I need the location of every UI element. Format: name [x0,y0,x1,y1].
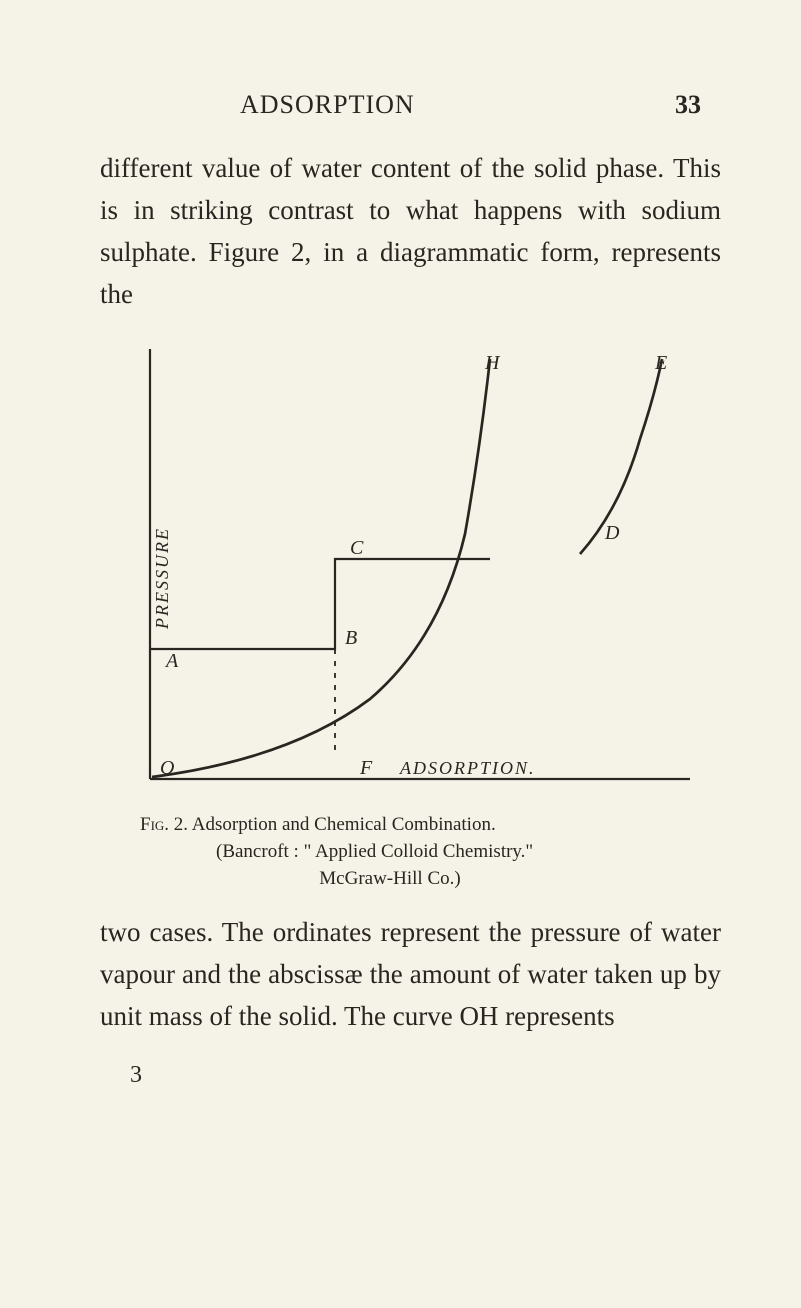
chapter-title: ADSORPTION [240,90,415,120]
svg-text:E: E [654,352,667,374]
svg-text:ADSORPTION.: ADSORPTION. [399,758,536,778]
page-number: 33 [675,90,701,120]
figure-label: Fig. 2. [140,814,188,835]
svg-text:O: O [160,757,174,779]
svg-text:H: H [484,352,501,374]
caption-text-3: McGraw-Hill Co.) [140,866,700,893]
svg-text:C: C [350,537,364,559]
caption-text-2: (Bancroft : " Applied Colloid Chemistry.… [140,839,700,866]
svg-text:D: D [604,522,620,544]
figure-2: PRESSURE O A B C D H E F ADSORPTION. Fig. 2. Adso… [110,339,700,892]
signature-number: 3 [100,1062,721,1089]
figure-caption: Fig. 2. Adsorption and Chemical Combinat… [110,812,700,892]
caption-text-1: Adsorption and Chemical Combination. [192,814,496,835]
paragraph-1: different value of water content of the … [100,148,721,315]
svg-text:B: B [345,627,357,649]
svg-text:F: F [359,757,373,779]
paragraph-2: two cases. The ordinates represent the p… [100,912,721,1038]
svg-text:A: A [164,650,179,672]
adsorption-diagram: PRESSURE O A B C D H E F ADSORPTION. [110,339,700,799]
svg-text:PRESSURE: PRESSURE [152,527,172,630]
